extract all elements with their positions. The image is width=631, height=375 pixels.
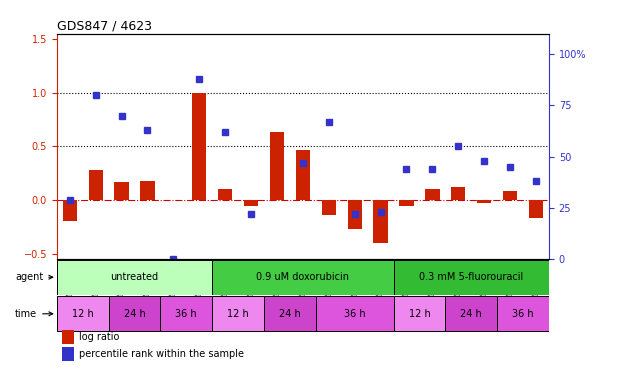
Bar [264, 296, 316, 332]
Bar [529, 200, 543, 218]
Text: 24 h: 24 h [279, 309, 301, 319]
Text: 12 h: 12 h [409, 309, 430, 319]
Bar [62, 347, 74, 362]
Bar [296, 150, 310, 200]
Bar [212, 260, 394, 295]
Text: 36 h: 36 h [344, 309, 365, 319]
Bar [348, 200, 362, 229]
Text: 36 h: 36 h [512, 309, 534, 319]
Text: percentile rank within the sample: percentile rank within the sample [79, 349, 244, 359]
Text: GDS847 / 4623: GDS847 / 4623 [57, 20, 152, 33]
Bar [160, 296, 212, 332]
Bar [497, 296, 549, 332]
Text: log ratio: log ratio [79, 332, 119, 342]
Bar [212, 296, 264, 332]
Bar [244, 200, 258, 206]
Bar [140, 181, 155, 200]
Bar [62, 330, 74, 344]
Bar [374, 200, 387, 243]
Bar [57, 296, 109, 332]
Bar [394, 296, 445, 332]
Text: 0.3 mM 5-fluorouracil: 0.3 mM 5-fluorouracil [419, 272, 523, 282]
Bar [316, 296, 394, 332]
Bar [445, 296, 497, 332]
Bar [425, 189, 440, 200]
Text: 12 h: 12 h [72, 309, 93, 319]
Bar [114, 182, 129, 200]
Text: 12 h: 12 h [227, 309, 249, 319]
Bar [394, 260, 549, 295]
Text: untreated: untreated [110, 272, 158, 282]
Bar [109, 296, 160, 332]
Text: time: time [15, 309, 53, 319]
Text: 36 h: 36 h [175, 309, 197, 319]
Bar [503, 191, 517, 200]
Bar [322, 200, 336, 215]
Text: 24 h: 24 h [124, 309, 145, 319]
Bar [451, 187, 466, 200]
Bar [218, 189, 232, 200]
Text: 24 h: 24 h [461, 309, 482, 319]
Bar [399, 200, 414, 206]
Text: agent: agent [15, 272, 53, 282]
Bar [477, 200, 492, 203]
Bar [57, 260, 212, 295]
Bar [62, 200, 77, 221]
Bar [270, 132, 284, 200]
Bar [192, 93, 206, 200]
Text: 0.9 uM doxorubicin: 0.9 uM doxorubicin [256, 272, 350, 282]
Bar [88, 170, 103, 200]
